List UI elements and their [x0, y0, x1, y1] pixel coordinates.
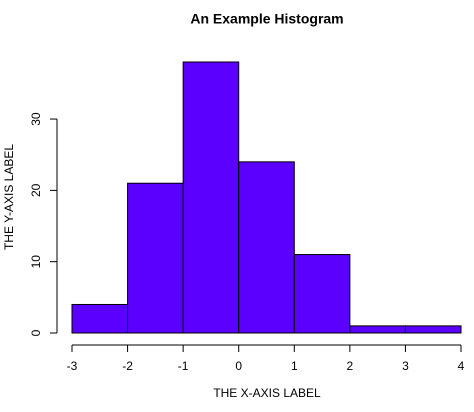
y-tick-label: 30 [29, 112, 43, 126]
bar [127, 182, 184, 334]
bar [182, 61, 240, 334]
x-axis-label: THE X-AXIS LABEL [213, 386, 321, 400]
y-tick-label: 10 [29, 255, 43, 269]
x-tick-label: 3 [402, 359, 409, 373]
bar [404, 325, 462, 334]
bar [238, 161, 295, 334]
bar [71, 303, 129, 334]
bar [349, 325, 406, 334]
x-tick-label: -1 [178, 359, 189, 373]
x-tick-label: 0 [235, 359, 242, 373]
chart-title: An Example Histogram [190, 11, 343, 27]
x-tick-label: -2 [122, 359, 133, 373]
x-tick-label: -3 [67, 359, 78, 373]
x-tick-label: 2 [347, 359, 354, 373]
y-tick-label: 0 [29, 329, 43, 336]
y-axis-label: THE Y-AXIS LABEL [2, 144, 16, 250]
bar [293, 254, 351, 334]
x-tick-label: 1 [291, 359, 298, 373]
y-tick-label: 20 [29, 183, 43, 197]
x-tick-label: 4 [458, 359, 465, 373]
